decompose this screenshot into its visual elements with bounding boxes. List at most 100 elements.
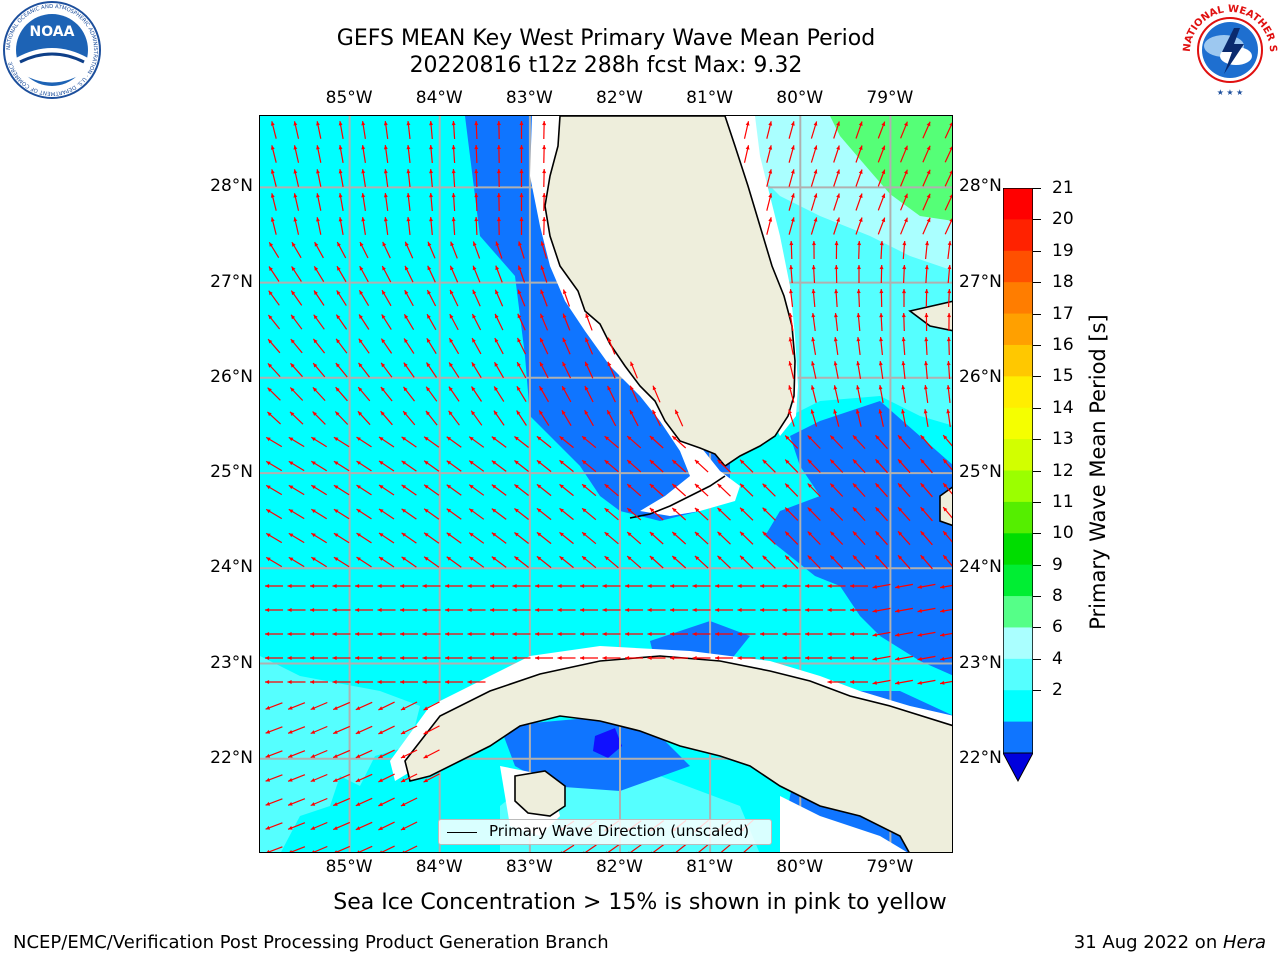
wave-arrow-head [512,632,517,636]
noaa-logo-icon: NOAA NATIONAL OCEANIC AND ATMOSPHERIC AD… [3,1,101,99]
wave-arrow-head [451,193,456,198]
wave-arrow-head [943,507,948,512]
wave-arrow-head [429,217,433,222]
wave-arrow-head [382,290,386,295]
wave-arrow-head [355,608,360,612]
wave-arrow-head [467,680,472,684]
wave-arrow-head [514,484,519,489]
wave-arrow-head [895,680,900,685]
wave-arrow-head [519,217,524,222]
wave-arrow-head [782,656,787,660]
wave-arrow-head [333,533,339,537]
wave-arrow-head [858,217,863,222]
wave-arrow [675,843,687,852]
wave-arrow-head [266,461,271,466]
wave-arrow-head [494,386,498,391]
lon-tick-label: 85°W [325,857,373,877]
wave-arrow-head [333,730,338,734]
wave-arrow-head [540,313,544,319]
wave-arrow-head [717,531,722,536]
wave-arrow-head [745,121,750,126]
wave-arrow-head [381,338,386,343]
wave-arrow-head [649,484,655,489]
wave-arrow-head [291,242,296,247]
wave-arrow-head [582,532,587,537]
wave-arrow-head [361,169,366,174]
wave-arrow-head [917,656,922,661]
wave-arrow-head [333,557,339,561]
wave-arrow-head [542,145,547,150]
wave-arrow-head [313,363,318,368]
colorbar-tick-label: 9 [1052,554,1063,575]
wave-arrow-head [535,632,540,636]
wave-arrow-head [469,532,474,537]
wave-period-map[interactable] [259,115,953,853]
wave-arrow-head [403,362,408,368]
colorbar-tick-mark [1033,407,1041,409]
wave-arrow-head [715,656,720,660]
wave-arrow-head [514,460,519,465]
wave-arrow-head [266,849,270,852]
wave-arrow-head [314,290,318,295]
map-canvas [260,116,952,852]
wave-arrow-head [265,801,271,806]
wave-arrow-head [920,435,925,440]
wave-arrow-head [901,337,906,342]
legend-line-sample [447,832,477,833]
wave-arrow-head [378,754,383,758]
wave-arrow-head [649,436,655,441]
wave-arrow-head [512,584,517,588]
wave-arrow-head [647,656,652,660]
wave-arrow-head [559,460,564,465]
wave-arrow-head [879,337,883,342]
wave-arrow-head [288,557,294,562]
wave-arrow-head [266,533,271,538]
lon-tick-label: 85°W [325,88,373,108]
wave-arrow [743,843,754,852]
wave-arrow-head [834,289,839,294]
wave-arrow-head [947,241,952,246]
wave-arrow-head [490,584,495,588]
wave-arrow-head [607,337,612,343]
wave-arrow-head [491,436,497,441]
wave-arrow-head [807,531,812,536]
wave-arrow-head [607,385,612,391]
wave-arrow-head [333,802,338,806]
footer-date: 31 Aug 2022 on Hera [1074,932,1266,953]
wave-arrow-head [495,241,500,246]
wave-arrow-head [602,584,607,588]
wave-arrow-head [856,385,860,390]
wave-arrow-head [904,145,908,151]
wave-arrow-head [357,411,363,416]
wave-arrow-head [472,265,477,271]
wave-arrow-head [625,632,630,636]
wave-arrow-head [401,556,406,561]
wave-arrow-head [379,509,384,513]
wave-arrow-head [830,507,835,512]
wave-arrow [380,845,395,852]
wave-arrow-head [901,385,906,390]
wave-arrow-head [561,410,566,415]
wave-arrow-head [715,608,720,612]
wave-arrow-head [356,557,361,561]
wave-arrow-head [316,121,320,126]
wave-arrow-head [316,217,320,222]
wave-arrow-head [379,437,384,441]
wave-arrow-head [627,556,632,561]
wave-arrow-head [785,483,790,488]
wave-arrow-head [790,121,795,126]
wave-arrow-head [290,363,295,368]
wave-arrow-head [312,387,318,392]
wave-arrow-head [760,656,765,660]
colorbar-tick-mark [1033,282,1041,284]
wave-arrow-head [426,386,431,392]
wave-arrow-head [361,121,366,126]
wave-arrow-head [356,437,361,441]
colorbar-segment [1003,596,1033,628]
colorbar-tick-label: 17 [1052,303,1074,324]
wave-arrow-head [673,851,675,852]
svg-text:★ ★ ★: ★ ★ ★ [1217,88,1244,97]
wave-arrow-head [875,555,880,560]
wave-arrow-head [762,483,767,488]
wave-arrow-head [946,409,951,414]
